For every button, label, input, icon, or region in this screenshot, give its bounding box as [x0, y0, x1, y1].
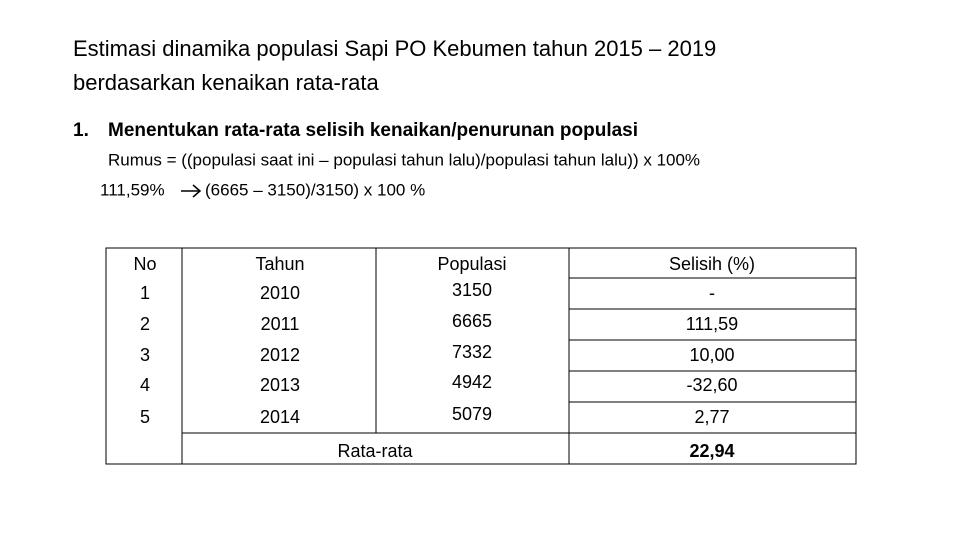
table-cell: 111,59	[686, 314, 738, 334]
table-cell: 4	[140, 375, 150, 395]
table-cell: 3150	[452, 280, 492, 300]
average-label: Rata-rata	[337, 441, 413, 461]
section-heading: Menentukan rata-rata selisih kenaikan/pe…	[108, 120, 638, 141]
column-header: Tahun	[255, 254, 304, 274]
list-number: 1.	[73, 120, 89, 141]
arrow-icon	[181, 184, 202, 198]
table-cell: 5	[140, 407, 150, 427]
table-cell: 2010	[260, 283, 300, 303]
table-cell: 2013	[260, 375, 300, 395]
table-cell: 2	[140, 314, 150, 334]
title-line: Estimasi dinamika populasi Sapi PO Kebum…	[73, 36, 716, 61]
table-border	[105, 247, 857, 465]
table-cell: 2014	[260, 407, 300, 427]
table-cell: 1	[140, 283, 150, 303]
table-cell: 2011	[261, 314, 300, 334]
table: No Tahun Populasi Selisih (%) 1 2010 3150 - 2 201…	[105, 247, 857, 465]
example-expression: (6665 – 3150)/3150) x 100 %	[205, 180, 425, 199]
column-header: Populasi	[437, 254, 506, 274]
table-cell: -	[709, 283, 715, 303]
example-result: 111,59%	[100, 180, 165, 199]
table-cell: 2012	[260, 345, 300, 365]
table-cell: 2,77	[694, 407, 729, 427]
title-line: berdasarkan kenaikan rata-rata	[73, 70, 379, 95]
table-cell: 3	[140, 345, 150, 365]
table-cell: 6665	[452, 311, 492, 331]
table-cell: 7332	[452, 342, 492, 362]
table-cell: 4942	[452, 372, 492, 392]
column-header: Selisih (%)	[669, 254, 755, 274]
average-value: 22,94	[689, 441, 734, 461]
table-cell: 5079	[452, 404, 492, 424]
formula: Rumus = ((populasi saat ini – populasi t…	[108, 150, 700, 169]
table-cell: 10,00	[689, 345, 734, 365]
table-cell: -32,60	[686, 375, 737, 395]
column-header: No	[133, 254, 156, 274]
